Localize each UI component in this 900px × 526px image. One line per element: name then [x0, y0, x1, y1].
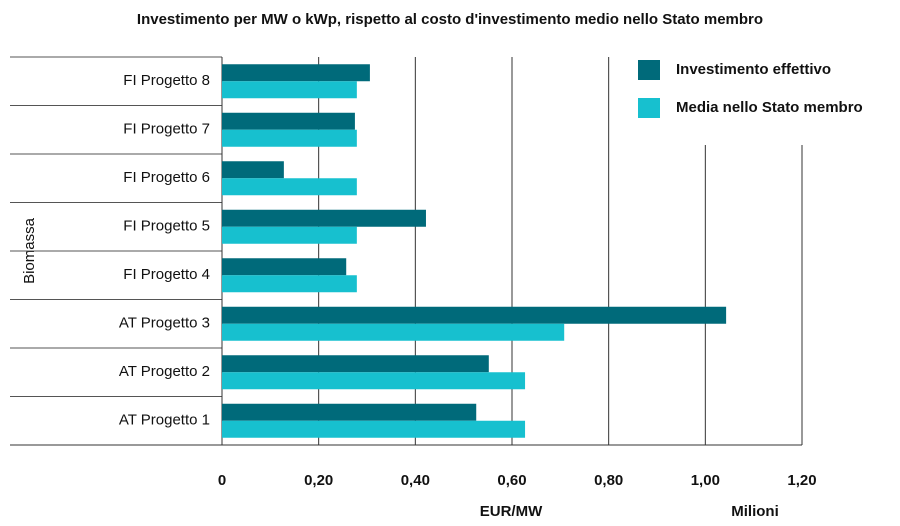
y-tick-label: AT Progetto 3 [119, 315, 210, 332]
y-tick-label: AT Progetto 1 [119, 412, 210, 429]
bar [222, 161, 284, 179]
legend-background [620, 50, 900, 145]
bar [222, 420, 526, 438]
bar [222, 403, 477, 421]
bar [222, 81, 357, 99]
bar [222, 226, 357, 244]
x-tick-label: 0 [218, 472, 226, 489]
x-tick-label: 1,20 [787, 472, 816, 489]
bar [222, 355, 489, 373]
y-tick-label: FI Progetto 7 [123, 121, 210, 138]
x-tick-label: 0,40 [401, 472, 430, 489]
legend-swatch [638, 60, 660, 80]
x-tick-label: 0,80 [594, 472, 623, 489]
y-tick-label: FI Progetto 4 [123, 266, 210, 283]
y-tick-label: FI Progetto 5 [123, 218, 210, 235]
bar [222, 275, 357, 293]
bar [222, 178, 357, 196]
legend-label: Media nello Stato membro [676, 99, 863, 116]
legend-label: Investimento effettivo [676, 61, 831, 78]
bar [222, 129, 357, 147]
bar [222, 306, 727, 324]
bar [222, 64, 370, 82]
bar [222, 209, 426, 227]
y-tick-label: AT Progetto 2 [119, 363, 210, 380]
chart-title: Investimento per MW o kWp, rispetto al c… [137, 11, 763, 28]
x-tick-label: 1,00 [691, 472, 720, 489]
y-tick-label: FI Progetto 8 [123, 72, 210, 89]
bar [222, 323, 565, 341]
bar [222, 372, 526, 390]
x-axis-label: EUR/MW [480, 503, 543, 520]
y-tick-label: FI Progetto 6 [123, 169, 210, 186]
bar [222, 258, 347, 276]
x-tick-label: 0,20 [304, 472, 333, 489]
x-tick-label: 0,60 [497, 472, 526, 489]
x-unit-label: Milioni [731, 503, 779, 520]
bar [222, 112, 355, 130]
legend-swatch [638, 98, 660, 118]
